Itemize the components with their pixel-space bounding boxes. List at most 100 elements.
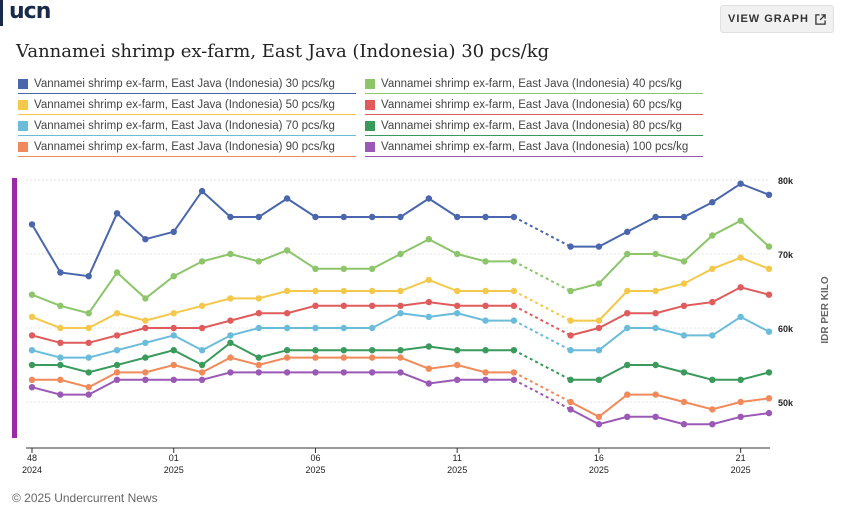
series-line xyxy=(31,312,514,359)
chart-title: Vannamei shrimp ex-farm, East Java (Indo… xyxy=(16,41,550,62)
data-point xyxy=(737,413,744,420)
data-point xyxy=(680,280,688,287)
data-point xyxy=(113,361,121,369)
data-point xyxy=(652,250,659,258)
data-point xyxy=(397,354,404,361)
data-point xyxy=(595,347,603,354)
data-point xyxy=(453,250,461,258)
legend-label: Vannamei shrimp ex-farm, East Java (Indo… xyxy=(381,140,689,153)
data-point xyxy=(255,258,262,265)
data-point xyxy=(567,376,574,383)
data-point xyxy=(368,324,376,332)
data-point xyxy=(709,421,716,428)
data-point xyxy=(255,295,262,302)
data-point xyxy=(255,361,262,369)
data-point xyxy=(482,317,489,324)
series-line xyxy=(570,393,770,418)
y-tick-label: 70k xyxy=(778,250,794,260)
y-tick-label: 80k xyxy=(778,176,794,186)
legend-swatch xyxy=(18,120,28,131)
data-point xyxy=(283,324,291,332)
data-point xyxy=(198,187,206,195)
data-point xyxy=(340,324,348,332)
data-point xyxy=(425,365,433,372)
data-point xyxy=(312,324,319,332)
copyright-footer: © 2025 Undercurrent News xyxy=(12,491,158,505)
series-line xyxy=(570,182,770,248)
data-point xyxy=(510,376,518,383)
legend-label: Vannamei shrimp ex-farm, East Java (Indo… xyxy=(381,98,682,111)
data-point xyxy=(340,265,348,272)
data-point xyxy=(652,324,659,332)
legend-swatch xyxy=(18,78,28,89)
data-point xyxy=(283,195,291,202)
data-point xyxy=(737,254,744,261)
legend-label: Vannamei shrimp ex-farm, East Java (Indo… xyxy=(381,77,682,90)
data-point xyxy=(425,343,433,350)
data-point xyxy=(198,258,206,265)
data-point xyxy=(737,376,744,383)
legend-item[interactable]: Vannamei shrimp ex-farm, East Java (Indo… xyxy=(365,137,703,157)
series-line xyxy=(32,356,514,389)
data-point xyxy=(624,250,631,258)
data-point xyxy=(57,302,64,309)
legend-swatch xyxy=(18,99,28,110)
data-point xyxy=(113,332,121,339)
data-point xyxy=(227,332,234,339)
data-point xyxy=(482,258,489,265)
data-point xyxy=(142,354,149,361)
data-point xyxy=(567,317,574,324)
data-point xyxy=(397,287,404,295)
legend-item[interactable]: Vannamei shrimp ex-farm, East Java (Indo… xyxy=(18,137,356,157)
series-line xyxy=(31,278,514,329)
series-line xyxy=(570,364,770,381)
legend-item[interactable]: Vannamei shrimp ex-farm, East Java (Indo… xyxy=(365,116,703,136)
data-point xyxy=(57,376,64,383)
legend-item[interactable]: Vannamei shrimp ex-farm, East Java (Indo… xyxy=(365,95,703,115)
legend-item[interactable]: Vannamei shrimp ex-farm, East Java (Indo… xyxy=(18,95,356,115)
data-point xyxy=(595,317,603,324)
data-point xyxy=(652,213,659,221)
series-gap-line xyxy=(513,371,572,403)
data-point xyxy=(142,236,149,243)
data-point xyxy=(567,406,574,413)
chart-legend: Vannamei shrimp ex-farm, East Java (Indo… xyxy=(18,74,718,157)
data-point xyxy=(482,369,489,376)
data-point xyxy=(312,302,319,309)
data-point xyxy=(28,291,36,298)
data-point xyxy=(425,313,433,321)
data-point xyxy=(595,376,603,383)
data-point xyxy=(368,369,376,376)
data-point xyxy=(340,302,348,309)
legend-item[interactable]: Vannamei shrimp ex-farm, East Java (Indo… xyxy=(365,74,703,94)
data-point xyxy=(680,258,688,265)
data-point xyxy=(737,398,744,406)
data-point xyxy=(113,369,121,376)
data-point xyxy=(425,298,433,306)
legend-item[interactable]: Vannamei shrimp ex-farm, East Java (Indo… xyxy=(18,116,356,136)
data-point xyxy=(142,339,149,346)
view-graph-button[interactable]: VIEW GRAPH xyxy=(720,5,834,33)
x-tick-week: 21 xyxy=(736,453,746,463)
data-point xyxy=(255,213,262,221)
data-point xyxy=(510,258,518,265)
data-point xyxy=(312,213,319,221)
data-point xyxy=(28,332,36,339)
data-point xyxy=(28,384,36,391)
data-point xyxy=(142,376,149,383)
data-point xyxy=(482,376,489,383)
legend-item[interactable]: Vannamei shrimp ex-farm, East Java (Indo… xyxy=(18,74,356,94)
data-point xyxy=(170,376,177,383)
data-point xyxy=(567,332,574,339)
data-point xyxy=(737,284,744,291)
data-point xyxy=(170,361,177,369)
data-point xyxy=(312,369,319,376)
data-point xyxy=(28,376,36,383)
series-line xyxy=(570,219,770,292)
data-point xyxy=(595,243,603,250)
data-point xyxy=(227,317,234,324)
data-point xyxy=(737,217,744,224)
data-point xyxy=(397,369,404,376)
data-point xyxy=(57,324,64,332)
